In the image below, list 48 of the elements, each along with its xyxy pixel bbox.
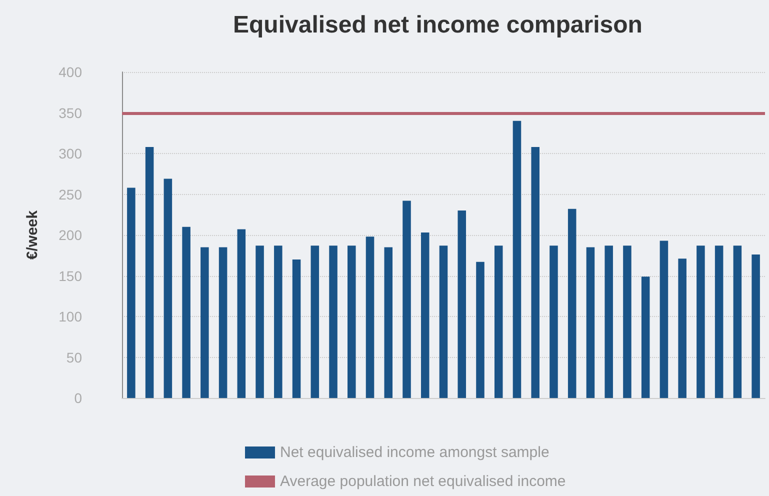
y-tick-label: 200 (58, 227, 82, 243)
bar (420, 232, 430, 398)
bar (182, 226, 190, 398)
bar (237, 229, 246, 398)
legend-label: Net equivalised income amongst sample (280, 444, 550, 461)
bar (329, 246, 338, 398)
bar (604, 246, 613, 398)
bar (623, 246, 632, 398)
bar (256, 246, 264, 398)
y-tick-label: 250 (58, 186, 82, 202)
bar (164, 178, 172, 398)
bar (384, 247, 393, 398)
bar (274, 246, 282, 398)
bar (310, 246, 320, 398)
y-tick-label: 0 (74, 390, 82, 406)
bar (660, 240, 668, 398)
bar (402, 200, 411, 398)
bar (200, 247, 209, 398)
bar (218, 247, 228, 398)
legend-label: Average population net equivalised income (280, 473, 566, 490)
bar (458, 210, 466, 398)
y-tick-label: 150 (58, 268, 82, 284)
bar (439, 246, 448, 398)
bar (678, 258, 686, 398)
bar (752, 254, 760, 398)
bar (733, 246, 742, 398)
bar (127, 188, 136, 398)
bar (550, 246, 558, 398)
y-tick-label: 350 (58, 104, 82, 121)
bar (348, 246, 356, 398)
bar (531, 146, 540, 398)
y-tick-label: 50 (66, 349, 82, 366)
y-tick-label: 100 (58, 308, 82, 324)
y-tick-label: 400 (58, 64, 82, 80)
bar (512, 120, 522, 398)
bar (696, 246, 705, 398)
bar (366, 236, 374, 398)
bar (568, 208, 576, 398)
y-axis-title: €/week (24, 210, 41, 260)
bar (494, 246, 503, 398)
bar (292, 259, 301, 398)
bar (641, 276, 650, 398)
y-tick-label: 300 (58, 146, 82, 162)
bar (145, 146, 154, 398)
bar (476, 262, 484, 398)
bar (586, 247, 595, 398)
bar (714, 246, 724, 398)
chart-title: Equivalised net income comparison (233, 12, 642, 38)
